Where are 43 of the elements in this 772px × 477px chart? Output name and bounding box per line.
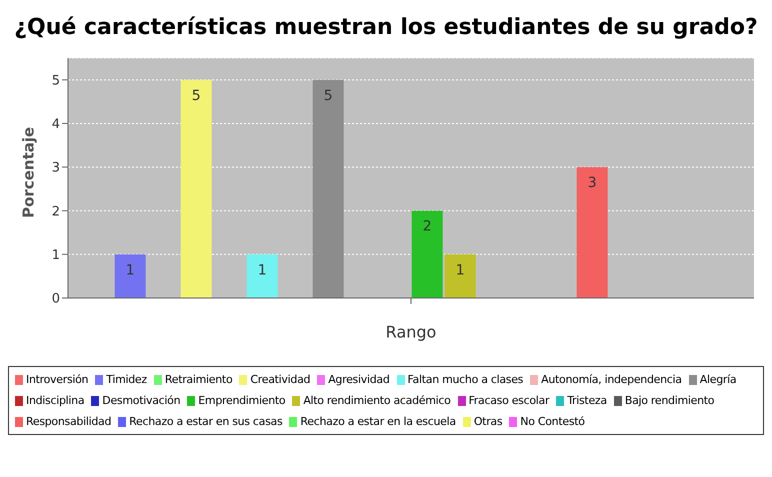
y-tick-label: 2: [52, 204, 60, 220]
y-axis-title: Porcentaje: [19, 126, 38, 218]
bar: [444, 254, 476, 298]
legend-label: Rechazo a estar en la escuela: [300, 415, 456, 428]
bar: [312, 80, 344, 298]
legend-label: Alto rendimiento académico: [303, 394, 451, 407]
data-label: 3: [588, 175, 597, 192]
legend-label: Creatividad: [250, 373, 310, 386]
legend-label: Tristeza: [567, 394, 607, 407]
x-tick-label: Rango: [386, 322, 436, 342]
bar: [576, 167, 608, 298]
legend-label: No Contestó: [520, 415, 585, 428]
bar: [412, 210, 443, 298]
legend-label: Introversión: [26, 373, 88, 386]
legend-label: Faltan mucho a clases: [408, 373, 524, 386]
bar: [114, 254, 146, 298]
data-label: 5: [324, 88, 333, 104]
data-label: 5: [192, 88, 201, 104]
legend-label: Alegría: [700, 373, 736, 386]
data-label: 2: [422, 218, 432, 235]
bar: [180, 80, 212, 298]
y-tick-label: 4: [52, 117, 60, 132]
legend-label: Retraimiento: [164, 373, 232, 386]
legend-label: Fracaso escolar: [468, 394, 550, 407]
data-label: 1: [258, 262, 267, 278]
chart-title: ¿Qué características muestran los estudiantes de su grado?: [13, 14, 759, 42]
y-tick-label: 3: [52, 160, 60, 176]
y-tick-label: 1: [52, 248, 60, 263]
data-label: 1: [456, 262, 465, 278]
y-tick-label: 0: [52, 292, 60, 307]
legend-label: Responsabilidad: [26, 415, 112, 428]
legend-label: Timidez: [106, 373, 147, 386]
legend-label: Agresividad: [328, 373, 390, 386]
bar: [246, 254, 278, 298]
y-tick-label: 5: [52, 73, 60, 88]
data-label: 1: [126, 262, 135, 278]
legend-label: Autonomía, independencia: [541, 373, 682, 386]
legend-label: Rechazo a estar en sus casas: [129, 415, 282, 428]
legend-label: Indisciplina: [26, 394, 84, 407]
legend-label: Bajo rendimiento: [624, 394, 714, 407]
legend-label: Otras: [474, 415, 502, 428]
legend-label: Desmotivación: [102, 394, 180, 407]
legend-label: Emprendimiento: [198, 394, 286, 407]
